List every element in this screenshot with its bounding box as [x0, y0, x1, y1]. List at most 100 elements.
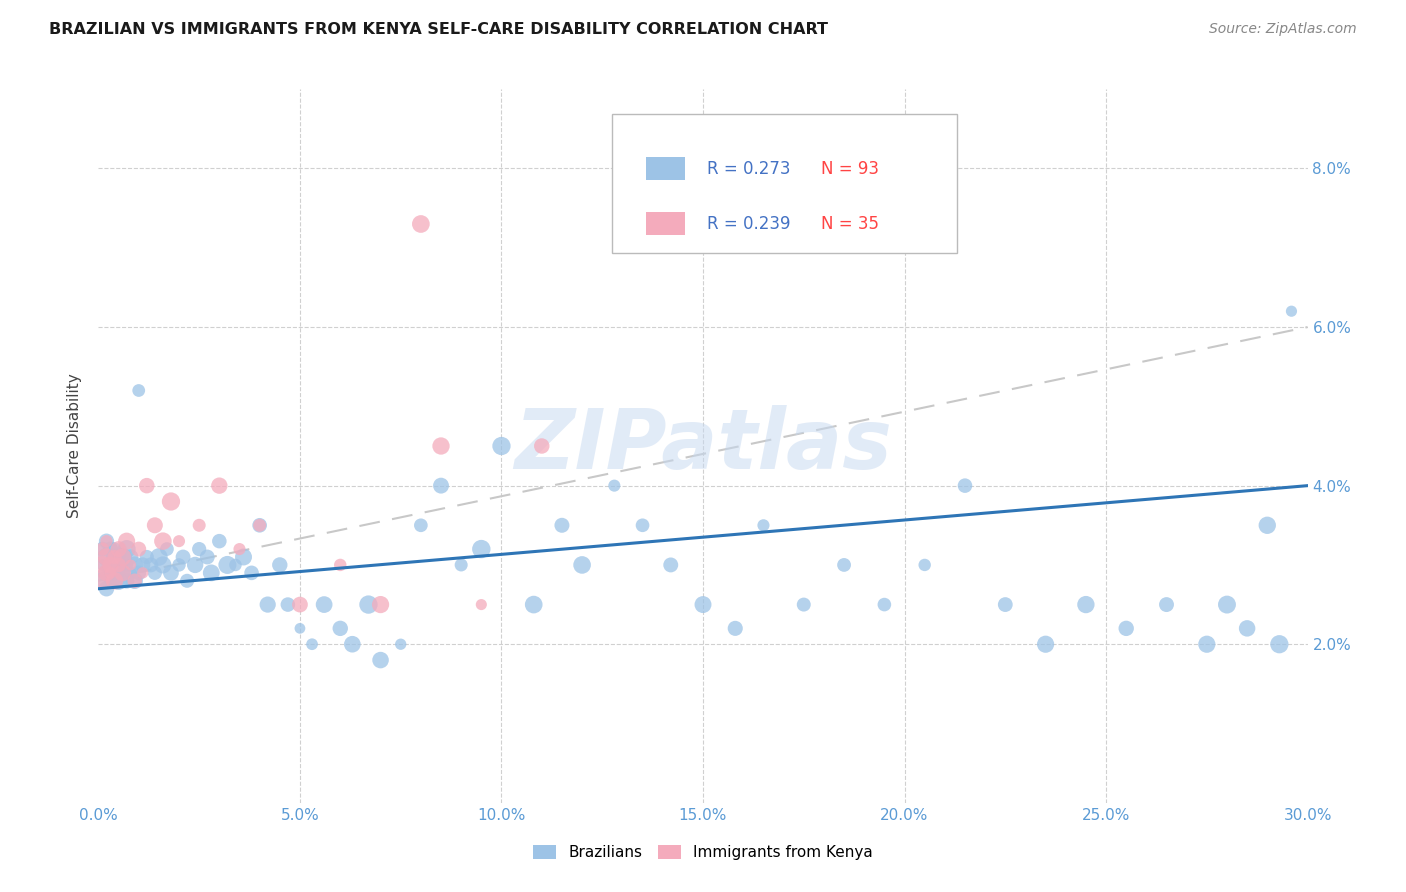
Point — [228, 542, 250, 557]
Point — [195, 549, 218, 564]
Point — [96, 549, 118, 564]
Point — [217, 558, 239, 572]
Point — [172, 549, 194, 564]
Point — [188, 542, 211, 557]
Point — [107, 558, 129, 572]
Point — [120, 558, 142, 572]
Point — [450, 558, 472, 572]
Point — [301, 637, 323, 651]
Point — [143, 566, 166, 580]
Point — [124, 558, 146, 572]
Point — [752, 518, 775, 533]
Point — [111, 558, 134, 572]
Text: BRAZILIAN VS IMMIGRANTS FROM KENYA SELF-CARE DISABILITY CORRELATION CHART: BRAZILIAN VS IMMIGRANTS FROM KENYA SELF-… — [49, 22, 828, 37]
Point — [530, 439, 553, 453]
Point — [100, 566, 122, 580]
Point — [409, 217, 432, 231]
Point — [256, 598, 278, 612]
Point — [111, 566, 134, 580]
Point — [132, 566, 155, 580]
Point — [224, 558, 246, 572]
Point — [329, 621, 352, 635]
Point — [128, 542, 150, 557]
Point — [160, 566, 183, 580]
Point — [491, 439, 513, 453]
Point — [724, 621, 747, 635]
Point — [603, 478, 626, 492]
Point — [1035, 637, 1057, 651]
Text: R = 0.239: R = 0.239 — [707, 215, 790, 233]
Point — [156, 542, 179, 557]
Point — [103, 574, 125, 588]
Point — [111, 566, 134, 580]
Point — [115, 542, 138, 557]
Point — [91, 542, 114, 557]
Point — [1115, 621, 1137, 635]
Point — [143, 518, 166, 533]
Point — [329, 558, 352, 572]
Point — [692, 598, 714, 612]
FancyBboxPatch shape — [647, 157, 685, 180]
FancyBboxPatch shape — [613, 114, 957, 253]
Point — [409, 518, 432, 533]
Point — [132, 558, 155, 572]
Point — [115, 574, 138, 588]
Point — [91, 558, 114, 572]
Point — [232, 549, 254, 564]
Point — [91, 542, 114, 557]
Point — [96, 582, 118, 596]
Point — [288, 621, 311, 635]
Legend: Brazilians, Immigrants from Kenya: Brazilians, Immigrants from Kenya — [527, 839, 879, 866]
Point — [470, 542, 492, 557]
Point — [100, 542, 122, 557]
Point — [103, 549, 125, 564]
Point — [167, 534, 190, 549]
Point — [240, 566, 263, 580]
Point — [96, 534, 118, 549]
Point — [111, 549, 134, 564]
Point — [107, 549, 129, 564]
Point — [91, 558, 114, 572]
Point — [160, 494, 183, 508]
Point — [200, 566, 222, 580]
Point — [370, 653, 392, 667]
Point — [249, 518, 271, 533]
Text: R = 0.273: R = 0.273 — [707, 160, 790, 178]
Point — [135, 478, 157, 492]
Point — [148, 549, 170, 564]
Y-axis label: Self-Care Disability: Self-Care Disability — [67, 374, 83, 518]
Point — [103, 549, 125, 564]
Point — [631, 518, 654, 533]
Point — [470, 598, 492, 612]
Point — [994, 598, 1017, 612]
Text: N = 35: N = 35 — [821, 215, 880, 233]
Point — [100, 558, 122, 572]
Point — [314, 598, 336, 612]
Point — [107, 566, 129, 580]
Point — [100, 574, 122, 588]
Point — [389, 637, 412, 651]
Point — [120, 549, 142, 564]
Point — [914, 558, 936, 572]
Point — [100, 558, 122, 572]
Point — [208, 534, 231, 549]
Point — [357, 598, 380, 612]
Point — [111, 549, 134, 564]
Text: N = 93: N = 93 — [821, 160, 880, 178]
Point — [1216, 598, 1239, 612]
Point — [128, 384, 150, 398]
Point — [269, 558, 291, 572]
Point — [124, 574, 146, 588]
Point — [208, 478, 231, 492]
Point — [139, 558, 162, 572]
Point — [551, 518, 574, 533]
Point — [249, 518, 271, 533]
Point — [873, 598, 896, 612]
Point — [176, 574, 198, 588]
Point — [107, 558, 129, 572]
Point — [370, 598, 392, 612]
Point — [96, 534, 118, 549]
Point — [167, 558, 190, 572]
Point — [124, 574, 146, 588]
Point — [1256, 518, 1278, 533]
